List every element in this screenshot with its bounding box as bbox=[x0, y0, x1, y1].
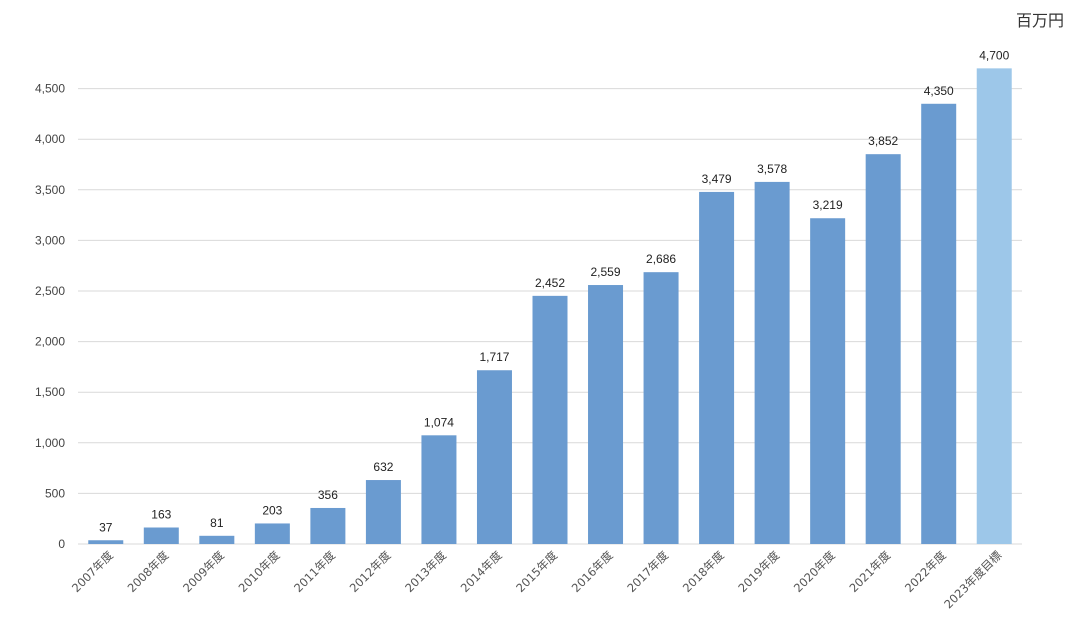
bar bbox=[921, 103, 957, 544]
data-label: 37 bbox=[99, 520, 113, 534]
bars bbox=[88, 68, 1012, 545]
data-label: 2,559 bbox=[591, 265, 621, 279]
y-tick-label: 4,500 bbox=[35, 82, 65, 96]
x-tick-label: 2022年度 bbox=[902, 548, 949, 595]
y-tick-label: 4,000 bbox=[35, 132, 65, 146]
x-tick-label: 2020年度 bbox=[791, 548, 838, 595]
bar bbox=[532, 295, 568, 544]
bar bbox=[143, 527, 179, 544]
data-label: 3,578 bbox=[757, 162, 787, 176]
data-label: 632 bbox=[373, 460, 393, 474]
x-tick-label: 2013年度 bbox=[402, 548, 449, 595]
data-label: 1,717 bbox=[479, 350, 509, 364]
bar bbox=[365, 480, 401, 544]
bar bbox=[476, 370, 512, 544]
bar bbox=[643, 272, 679, 544]
y-tick-label: 1,000 bbox=[35, 436, 65, 450]
data-labels: 37 163 81 203 356 632 1,074 1,717 2,452 2,559 2,68… bbox=[99, 48, 1009, 534]
data-label: 3,479 bbox=[702, 172, 732, 186]
x-axis-tick-labels: 2007年度 2008年度 2009年度 2010年度 2011年度 2012年度 2013… bbox=[69, 548, 1005, 611]
x-tick-label: 2008年度 bbox=[125, 548, 172, 595]
bar bbox=[421, 435, 457, 544]
bar bbox=[199, 535, 235, 544]
y-tick-label: 1,500 bbox=[35, 385, 65, 399]
x-tick-label: 2010年度 bbox=[236, 548, 283, 595]
data-label: 203 bbox=[262, 503, 282, 517]
y-axis-tick-labels: 0 500 1,000 1,500 2,000 2,500 3,000 3,500 4,000 4… bbox=[35, 82, 65, 551]
x-tick-label: 2012年度 bbox=[347, 548, 394, 595]
data-label: 4,700 bbox=[979, 48, 1009, 62]
x-tick-label: 2007年度 bbox=[69, 548, 116, 595]
bar bbox=[865, 154, 901, 544]
data-label: 356 bbox=[318, 488, 338, 502]
x-tick-label: 2009年度 bbox=[180, 548, 227, 595]
x-tick-label: 2011年度 bbox=[291, 548, 338, 595]
x-tick-label: 2017年度 bbox=[624, 548, 671, 595]
x-tick-label: 2019年度 bbox=[735, 548, 782, 595]
bar-target bbox=[976, 68, 1012, 545]
bar bbox=[699, 191, 735, 544]
x-tick-label: 2021年度 bbox=[846, 548, 893, 595]
data-label: 3,219 bbox=[813, 198, 843, 212]
x-tick-label: 2018年度 bbox=[680, 548, 727, 595]
bar bbox=[588, 285, 624, 544]
y-tick-label: 2,000 bbox=[35, 335, 65, 349]
bar bbox=[754, 181, 790, 544]
data-label: 163 bbox=[151, 508, 171, 522]
y-tick-label: 500 bbox=[45, 486, 65, 500]
x-tick-label: 2023年度目標 bbox=[941, 548, 1004, 611]
y-tick-label: 3,500 bbox=[35, 183, 65, 197]
data-label: 81 bbox=[210, 516, 224, 530]
x-tick-label: 2016年度 bbox=[569, 548, 616, 595]
data-label: 1,074 bbox=[424, 415, 454, 429]
y-tick-label: 2,500 bbox=[35, 284, 65, 298]
y-tick-label: 0 bbox=[58, 537, 65, 551]
bar bbox=[310, 507, 346, 544]
bar bbox=[254, 523, 290, 544]
data-label: 2,452 bbox=[535, 276, 565, 290]
x-tick-label: 2015年度 bbox=[513, 548, 560, 595]
data-label: 3,852 bbox=[868, 134, 898, 148]
data-label: 4,350 bbox=[924, 84, 954, 98]
unit-label: 百万円 bbox=[1016, 11, 1064, 30]
x-tick-label: 2014年度 bbox=[458, 548, 505, 595]
bar bbox=[810, 218, 846, 545]
data-label: 2,686 bbox=[646, 252, 676, 266]
y-tick-label: 3,000 bbox=[35, 233, 65, 247]
bar bbox=[88, 540, 124, 544]
